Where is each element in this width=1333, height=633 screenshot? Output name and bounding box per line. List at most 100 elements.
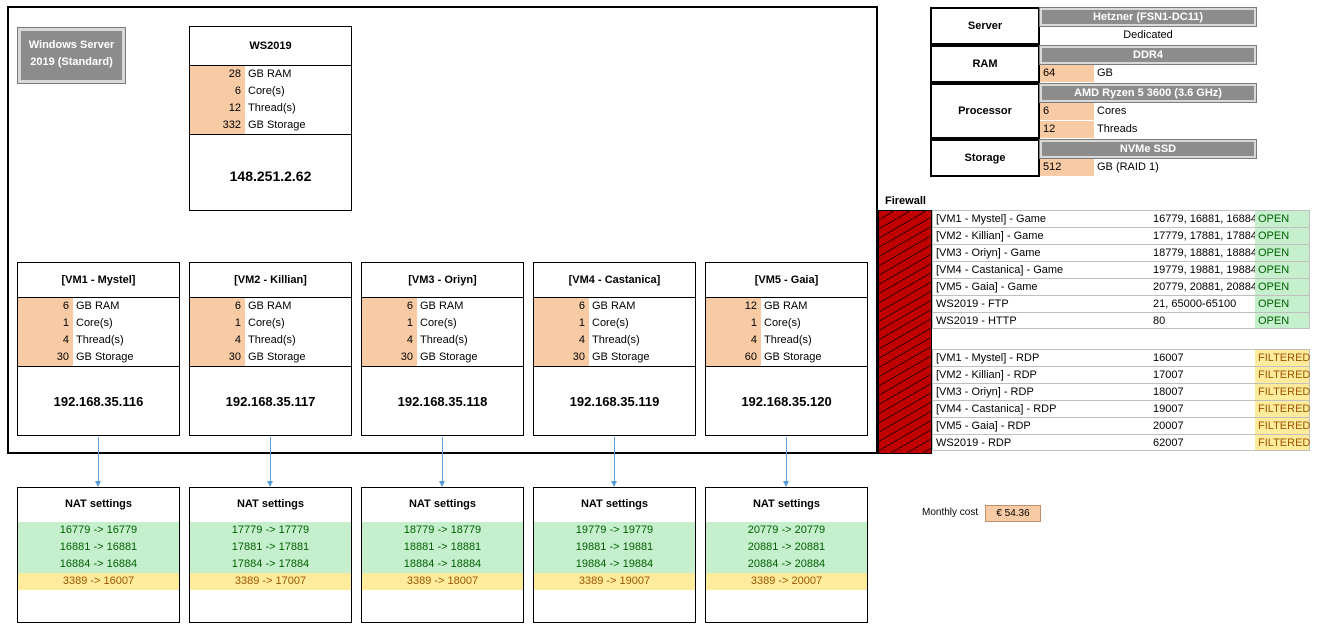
spec-value: 6 xyxy=(190,83,245,100)
spec-unit: Core(s) xyxy=(592,317,629,329)
host-specs: 28 GB RAM 6 Core(s) 12 Thread(s) 332 GB Stor… xyxy=(190,65,351,135)
nat-rule: 19884 -> 19884 xyxy=(534,556,695,573)
firewall-rule: [VM2 - Killian] - RDP 17007 FILTERED xyxy=(932,366,1310,383)
rule-name: [VM4 - Castanica] - RDP xyxy=(936,403,1057,415)
nat-connector xyxy=(98,437,99,482)
spec-row: 1 Core(s) xyxy=(190,315,351,332)
spec-value: 6 xyxy=(18,298,73,315)
nat-rule: 18779 -> 18779 xyxy=(362,522,523,539)
nat-rdp-rule: 3389 -> 16007 xyxy=(18,573,179,590)
firewall-rule: [VM1 - Mystel] - RDP 16007 FILTERED xyxy=(932,349,1310,366)
cpu-cores-label: Cores xyxy=(1097,105,1127,117)
server-label: Server xyxy=(930,7,1040,45)
spec-row: 12 Thread(s) xyxy=(190,100,351,117)
vm-name: [VM2 - Killian] xyxy=(234,274,307,286)
spec-row: 12 GB RAM xyxy=(706,298,867,315)
spec-unit: Core(s) xyxy=(76,317,113,329)
firewall-rule: WS2019 - FTP 21, 65000-65100 OPEN xyxy=(932,295,1310,312)
vm-name: [VM3 - Oriyn] xyxy=(408,274,477,286)
spec-unit: GB RAM xyxy=(248,300,292,312)
server-provider: Hetzner (FSN1-DC11) xyxy=(1039,7,1257,27)
spec-value: 332 xyxy=(190,117,245,134)
spec-unit: GB Storage xyxy=(764,351,822,363)
rule-name: WS2019 - FTP xyxy=(936,298,1009,310)
nat-connector xyxy=(786,437,787,482)
nat-rules: 17779 -> 17779 17881 -> 17881 17884 -> 1… xyxy=(190,522,351,590)
spec-row: 1 Core(s) xyxy=(534,315,695,332)
spec-value: 60 xyxy=(706,349,761,366)
rule-ports: 17779, 17881, 17884 xyxy=(1153,230,1257,242)
arrow-head-icon xyxy=(95,481,101,487)
spec-value: 12 xyxy=(190,100,245,117)
cpu-cores: 6 xyxy=(1040,103,1094,120)
arrow-head-icon xyxy=(267,481,273,487)
spec-row: 30 GB Storage xyxy=(362,349,523,366)
spec-row: 6 GB RAM xyxy=(534,298,695,315)
vm-ip: 192.168.35.117 xyxy=(225,394,316,409)
spec-row: 30 GB Storage xyxy=(534,349,695,366)
rule-ports: 21, 65000-65100 xyxy=(1153,298,1237,310)
spec-row: 1 Core(s) xyxy=(706,315,867,332)
os-badge-text: Windows Server 2019 (Standard) xyxy=(28,39,115,68)
rule-ports: 20007 xyxy=(1153,420,1184,432)
vm-ip: 192.168.35.118 xyxy=(397,394,488,409)
rule-name: [VM3 - Oriyn] - RDP xyxy=(936,386,1034,398)
rule-ports: 17007 xyxy=(1153,369,1184,381)
arrow-head-icon xyxy=(439,481,445,487)
vm-specs: 6 GB RAM 1 Core(s) 4 Thread(s) 30 GB Storage xyxy=(18,297,179,367)
spec-value: 6 xyxy=(534,298,589,315)
spec-unit: GB Storage xyxy=(592,351,650,363)
nat-rule: 20779 -> 20779 xyxy=(706,522,867,539)
vm-specs: 6 GB RAM 1 Core(s) 4 Thread(s) 30 GB Storage xyxy=(190,297,351,367)
spec-value: 1 xyxy=(362,315,417,332)
spec-unit: Thread(s) xyxy=(76,334,124,346)
vm-name: [VM4 - Castanica] xyxy=(568,274,661,286)
spec-row: 30 GB Storage xyxy=(18,349,179,366)
vm-box-1: [VM1 - Mystel] 6 GB RAM 1 Core(s) 4 Thread(… xyxy=(17,262,180,436)
spec-row: 28 GB RAM xyxy=(190,66,351,83)
rule-status: FILTERED xyxy=(1255,418,1310,434)
nat-connector xyxy=(614,437,615,482)
spec-value: 30 xyxy=(190,349,245,366)
nat-rules: 20779 -> 20779 20881 -> 20881 20884 -> 2… xyxy=(706,522,867,590)
os-badge: Windows Server 2019 (Standard) xyxy=(17,27,126,84)
spec-unit: Thread(s) xyxy=(248,102,296,114)
spec-value: 1 xyxy=(706,315,761,332)
nat-rule: 20884 -> 20884 xyxy=(706,556,867,573)
nat-title: NAT settings xyxy=(580,498,649,510)
monthly-cost-value: € 54.36 xyxy=(985,505,1041,522)
spec-value: 4 xyxy=(534,332,589,349)
vm-box-5: [VM5 - Gaia] 12 GB RAM 1 Core(s) 4 Thread(s… xyxy=(705,262,868,436)
rule-name: WS2019 - HTTP xyxy=(936,315,1017,327)
nat-box-3: NAT settings 18779 -> 18779 18881 -> 188… xyxy=(361,487,524,623)
storage-amount: 512 xyxy=(1040,159,1094,176)
spec-row: 332 GB Storage xyxy=(190,117,351,134)
spec-unit: GB RAM xyxy=(592,300,636,312)
rule-status: OPEN xyxy=(1255,279,1309,295)
rule-name: [VM4 - Castanica] - Game xyxy=(936,264,1064,276)
firewall-rule: [VM1 - Mystel] - Game 16779, 16881, 16884… xyxy=(932,210,1310,227)
spec-row: 6 GB RAM xyxy=(18,298,179,315)
server-type: Dedicated xyxy=(1123,29,1173,41)
rule-status: OPEN xyxy=(1255,211,1309,227)
firewall-rule: [VM3 - Oriyn] - RDP 18007 FILTERED xyxy=(932,383,1310,400)
vm-ip: 192.168.35.119 xyxy=(569,394,660,409)
rule-status: FILTERED xyxy=(1255,435,1310,450)
vm-box-2: [VM2 - Killian] 6 GB RAM 1 Core(s) 4 Thread… xyxy=(189,262,352,436)
nat-rules: 16779 -> 16779 16881 -> 16881 16884 -> 1… xyxy=(18,522,179,590)
nat-title: NAT settings xyxy=(408,498,477,510)
rule-status: FILTERED xyxy=(1255,384,1310,400)
rule-ports: 18007 xyxy=(1153,386,1184,398)
spec-unit: GB RAM xyxy=(764,300,808,312)
nat-rule: 16881 -> 16881 xyxy=(18,539,179,556)
spec-row: 30 GB Storage xyxy=(190,349,351,366)
host-name: WS2019 xyxy=(249,40,292,52)
spec-value: 30 xyxy=(18,349,73,366)
spec-value: 6 xyxy=(362,298,417,315)
rule-status: FILTERED xyxy=(1255,401,1310,417)
firewall-rule: WS2019 - RDP 62007 FILTERED xyxy=(932,434,1310,451)
spec-row: 4 Thread(s) xyxy=(18,332,179,349)
rule-name: WS2019 - RDP xyxy=(936,437,1012,449)
spec-unit: Core(s) xyxy=(248,85,285,97)
nat-rules: 19779 -> 19779 19881 -> 19881 19884 -> 1… xyxy=(534,522,695,590)
